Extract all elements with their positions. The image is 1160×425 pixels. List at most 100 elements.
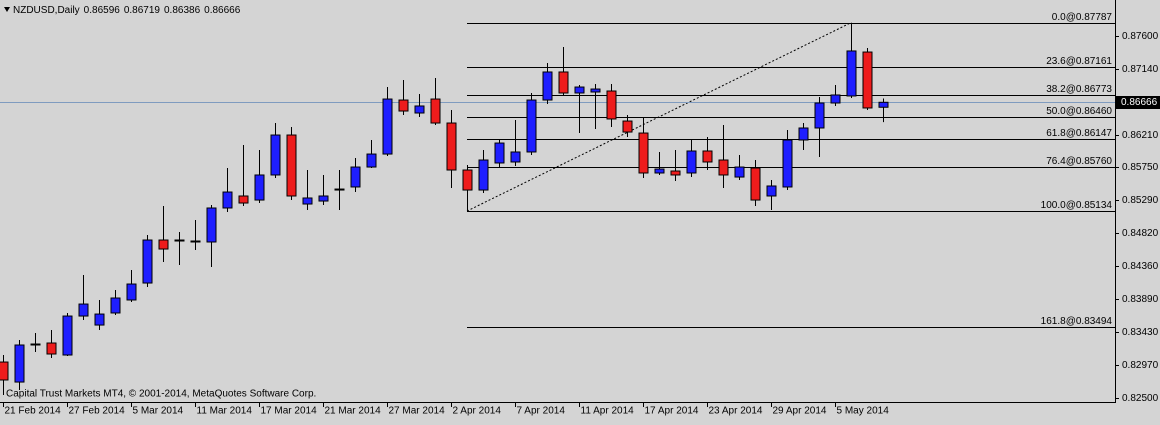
candle-body: [350, 166, 361, 188]
fib-level-label: 23.6@0.87161: [1046, 56, 1112, 67]
x-tick-label: 27 Feb 2014: [69, 406, 126, 417]
x-tick-label: 2 Apr 2014: [453, 406, 502, 417]
candle-body: [110, 297, 121, 314]
x-tick-label: 29 Apr 2014: [773, 406, 827, 417]
candle-body: [94, 313, 105, 326]
menu-triangle: [4, 7, 10, 12]
x-tick-label: 5 May 2014: [837, 406, 890, 417]
candle-body: [126, 283, 137, 301]
candle-body: [462, 169, 473, 191]
candle-body: [334, 188, 345, 191]
x-tick-label: 27 Mar 2014: [389, 406, 446, 417]
header-low: 0.86386: [164, 5, 201, 16]
candle-body: [862, 51, 873, 109]
candle-body: [590, 88, 601, 93]
y-tick-label: 0.82500: [1122, 393, 1159, 404]
candle-body: [830, 94, 841, 104]
candle-body: [14, 344, 25, 383]
y-tick-label: 0.87600: [1122, 31, 1159, 42]
x-tick-label: 23 Apr 2014: [709, 406, 763, 417]
fib-level-label: 61.8@0.86147: [1046, 128, 1112, 139]
candle-body: [798, 127, 809, 141]
candle-body: [622, 120, 633, 133]
candle-body: [414, 105, 425, 114]
header-high: 0.86719: [124, 5, 161, 16]
current-price-label: 0.86666: [1121, 97, 1158, 108]
candles-layer: [0, 22, 889, 396]
candle-body: [782, 139, 793, 188]
fib-level-label: 50.0@0.86460: [1046, 106, 1112, 117]
candle-body: [0, 361, 9, 381]
candle-body: [718, 159, 729, 176]
watermark: Capital Trust Markets MT4, © 2001-2014, …: [6, 389, 316, 400]
candle-body: [302, 197, 313, 205]
candle-body: [78, 303, 89, 317]
fib-level-label: 0.0@0.87787: [1052, 12, 1113, 23]
candle-body: [542, 71, 553, 101]
candle-body: [750, 167, 761, 201]
candle-body: [846, 50, 857, 97]
current-price-tag: [1116, 96, 1160, 109]
candle-body: [158, 239, 169, 250]
header-open: 0.86596: [84, 5, 121, 16]
candle-body: [430, 98, 441, 124]
candle-body: [286, 134, 297, 197]
candle-body: [30, 343, 41, 346]
chart-header: NZDUSD,Daily 0.86596 0.86719 0.86386 0.86666: [13, 5, 241, 16]
candle-body: [366, 153, 377, 168]
candle-body: [558, 71, 569, 94]
y-tick-label: 0.82970: [1122, 360, 1159, 371]
candle-body: [686, 150, 697, 174]
y-tick-label: 0.86210: [1122, 130, 1159, 141]
y-tick-label: 0.83890: [1122, 294, 1159, 305]
candle-body: [206, 207, 217, 243]
y-tick-label: 0.85750: [1122, 162, 1159, 173]
candle-body: [46, 342, 57, 355]
fib-trendline: [466, 22, 852, 212]
fib-level-label: 76.4@0.85760: [1046, 156, 1112, 167]
y-tick-label: 0.85290: [1122, 195, 1159, 206]
x-tick-label: 21 Mar 2014: [325, 406, 382, 417]
x-tick-label: 7 Apr 2014: [517, 406, 566, 417]
fibonacci-layer: 0.0@0.87787 23.6@0.87161 38.2@0.86773 50.0@…: [0, 12, 1115, 328]
candle-body: [398, 99, 409, 112]
candle-body: [174, 239, 185, 242]
candle-body: [254, 174, 265, 201]
x-tick-label: 17 Apr 2014: [645, 406, 699, 417]
chart-title: NZDUSD,Daily: [13, 5, 80, 16]
candle-body: [526, 99, 537, 153]
candle-body: [478, 159, 489, 191]
fib-level-label: 100.0@0.85134: [1041, 200, 1113, 211]
candle-body: [814, 102, 825, 129]
candle-body: [494, 142, 505, 164]
candle-body: [318, 195, 329, 202]
candle-body: [606, 90, 617, 120]
y-tick-label: 0.83430: [1122, 327, 1159, 338]
x-tick-label: 11 Mar 2014: [197, 406, 253, 417]
candle-body: [190, 240, 201, 243]
x-tick-label: 21 Feb 2014: [5, 406, 62, 417]
candle-body: [238, 195, 249, 204]
candle-body: [382, 98, 393, 155]
fib-level-label: 161.8@0.83494: [1041, 316, 1113, 327]
y-tick-label: 0.84360: [1122, 261, 1159, 272]
candle-body: [574, 86, 585, 94]
y-tick-label: 0.87140: [1122, 64, 1159, 75]
candle-body: [702, 150, 713, 163]
candle-body: [62, 315, 73, 356]
candle-body: [734, 166, 745, 178]
candle-body: [510, 151, 521, 163]
candle-body: [222, 191, 233, 209]
x-tick-label: 11 Apr 2014: [581, 406, 635, 417]
y-tick-label: 0.84820: [1122, 228, 1159, 239]
candle-body: [654, 168, 665, 174]
candle-body: [142, 239, 153, 284]
header-close: 0.86666: [204, 5, 241, 16]
x-tick-label: 5 Mar 2014: [133, 406, 184, 417]
candle-body: [878, 101, 889, 108]
candle-body: [446, 122, 457, 171]
